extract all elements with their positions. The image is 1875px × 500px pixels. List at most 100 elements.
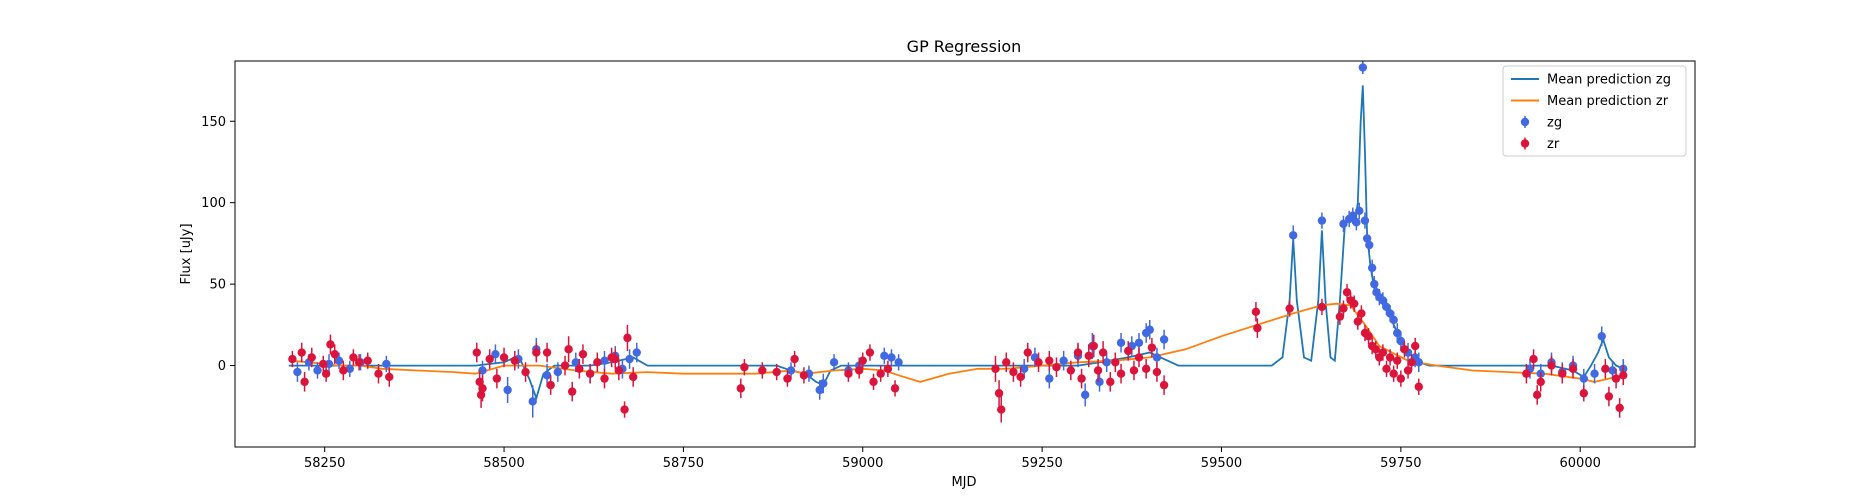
marker [1147,343,1157,352]
legend-swatch [1520,139,1530,148]
marker [1095,377,1104,387]
legend: Mean prediction zg Mean prediction zr zg zr [1502,65,1687,157]
data-point-zg [600,350,609,371]
marker [1371,345,1380,354]
data-point-zr [385,367,394,387]
marker [772,367,781,377]
marker [1289,231,1298,240]
marker [799,371,809,380]
marker [532,348,541,357]
y-tick-label: 150 [201,115,226,130]
data-point-zr [363,352,372,369]
data-point-zr [1579,385,1588,402]
data-point-zr [1410,337,1420,355]
legend-item-zr: zr [1520,137,1560,152]
marker [1385,309,1395,318]
data-point-zr [1364,328,1373,345]
data-point-zr [492,368,502,389]
data-point-zr [1611,368,1621,389]
marker [1529,354,1538,364]
marker [297,348,306,357]
marker [1615,403,1624,413]
data-point-zr [1414,378,1423,395]
marker [1558,369,1567,378]
marker [1059,356,1068,365]
data-point-zr [1317,298,1327,316]
data-point-zg [503,376,512,404]
marker [575,364,584,374]
legend-label: Mean prediction zr [1547,94,1669,109]
legend-label: Mean prediction zg [1547,73,1671,88]
data-point-zg [1159,329,1169,350]
data-point-zr [321,365,331,382]
marker [736,384,745,393]
marker [783,374,792,383]
x-tick-label: 59000 [842,456,883,471]
marker [625,354,634,364]
data-point-zr [1147,337,1157,358]
marker [571,358,580,367]
data-point-zg [1358,61,1368,75]
data-point-zr [1604,386,1614,407]
marker [1019,364,1029,374]
data-point-zr [297,342,306,363]
data-point-zr [326,334,335,355]
legend-label: zg [1547,116,1562,131]
x-tick-label: 59250 [1021,456,1062,471]
data-point-zg [1080,383,1090,407]
marker [1400,345,1409,354]
marker [542,348,552,357]
y-axis-label: Flux [uJy] [179,223,194,284]
data-point-zr [1532,385,1542,405]
marker [354,358,364,367]
data-point-zg [1365,236,1374,254]
marker [546,380,555,390]
marker [472,348,481,357]
marker [1604,392,1614,401]
data-point-zr [578,344,588,364]
marker [1352,218,1361,227]
data-point-zr [1253,318,1262,338]
data-point-zr [1403,362,1413,379]
marker [307,353,316,362]
marker [542,371,552,380]
marker [374,369,383,378]
marker [1073,348,1083,357]
data-point-zr [1619,365,1628,386]
marker [600,374,609,383]
marker [345,364,354,374]
plot-area [288,61,1628,423]
data-point-zr [844,365,853,382]
data-point-zr [1407,354,1416,371]
marker [1009,367,1018,377]
marker [1403,366,1413,375]
marker [1134,338,1144,347]
data-point-zg [313,362,322,379]
marker [1348,211,1357,220]
marker [593,358,602,367]
data-point-zr [1342,284,1352,301]
marker [330,349,339,359]
data-point-zr [758,362,767,379]
data-point-zr [1371,341,1380,358]
data-point-zr [478,375,487,402]
marker [1080,390,1090,400]
marker [510,356,520,365]
marker [790,354,799,364]
data-point-zr [1285,300,1294,317]
marker [1016,372,1025,382]
marker [894,358,903,367]
data-point-zr [1089,334,1098,358]
data-point-zr [1385,349,1395,366]
data-point-zr [865,344,875,361]
marker [880,351,889,360]
data-point-zr [1077,368,1086,389]
marker [1608,366,1617,375]
data-point-zr [1393,352,1402,369]
data-point-zr [521,362,530,382]
marker [819,379,828,388]
marker [740,362,749,372]
marker [628,372,638,382]
marker [492,374,502,383]
